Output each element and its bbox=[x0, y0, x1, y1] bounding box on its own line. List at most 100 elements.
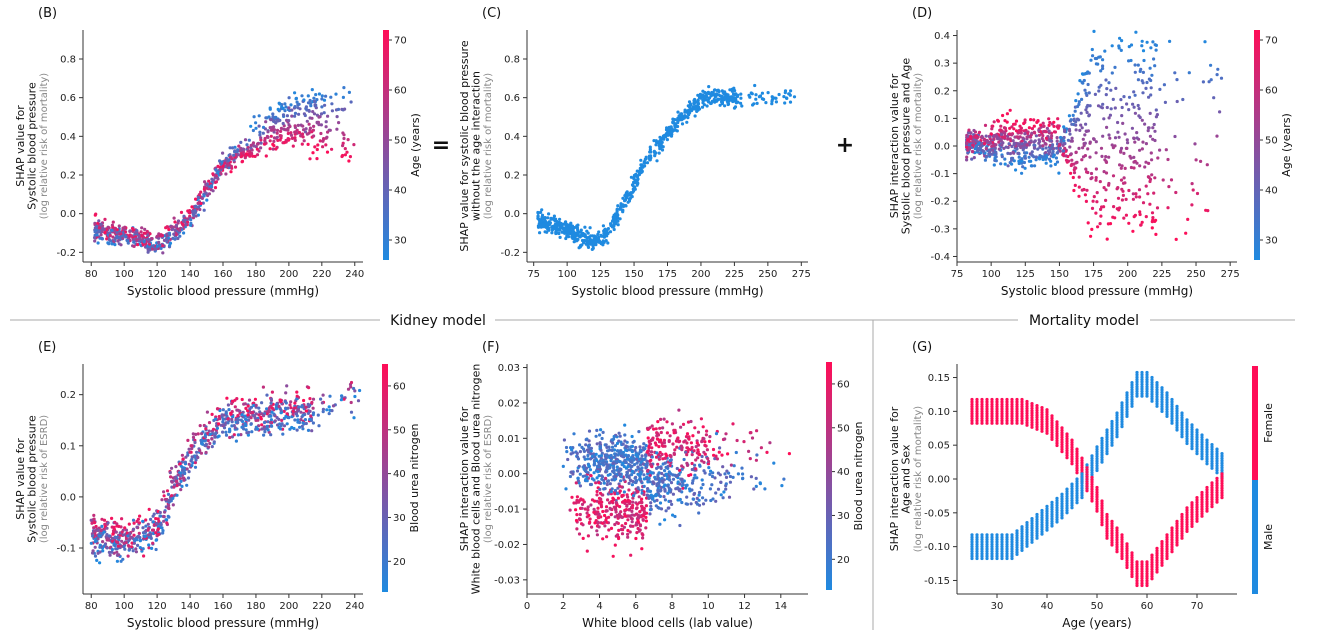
data-point bbox=[714, 432, 719, 436]
data-point bbox=[999, 124, 1003, 128]
data-point bbox=[1132, 136, 1136, 141]
data-point bbox=[147, 507, 151, 511]
data-point bbox=[709, 469, 713, 473]
data-point bbox=[306, 94, 310, 98]
data-point bbox=[633, 476, 637, 480]
data-point bbox=[1050, 144, 1054, 148]
data-point bbox=[312, 112, 317, 116]
data-point bbox=[306, 428, 311, 432]
data-point bbox=[1116, 130, 1120, 134]
data-point bbox=[693, 114, 697, 118]
data-point bbox=[1038, 157, 1042, 161]
data-point bbox=[202, 194, 206, 198]
data-point bbox=[618, 217, 622, 221]
data-point bbox=[105, 546, 109, 550]
colorbar-tick-label: 20 bbox=[837, 555, 850, 566]
data-point bbox=[89, 518, 93, 522]
data-point bbox=[1002, 126, 1007, 130]
data-point bbox=[680, 467, 684, 471]
data-point bbox=[605, 462, 609, 466]
data-point bbox=[1034, 155, 1038, 159]
data-point bbox=[598, 444, 602, 448]
data-point bbox=[100, 517, 104, 521]
y-axis-label: SHAP value for systolic blood pressure bbox=[458, 40, 471, 251]
data-point bbox=[138, 539, 142, 543]
data-point bbox=[758, 482, 763, 486]
data-point bbox=[718, 103, 722, 107]
data-point bbox=[230, 417, 234, 421]
data-point bbox=[693, 426, 697, 430]
data-point bbox=[614, 501, 618, 505]
data-point bbox=[154, 517, 158, 521]
data-point bbox=[135, 519, 139, 524]
data-point bbox=[655, 451, 659, 455]
y-tick-label: 0.0 bbox=[504, 209, 520, 220]
data-point bbox=[289, 131, 293, 135]
data-point bbox=[707, 439, 712, 443]
data-point bbox=[1082, 72, 1086, 76]
data-point bbox=[93, 554, 98, 558]
data-point bbox=[1124, 197, 1128, 201]
data-point bbox=[626, 498, 630, 502]
y-tick-label: 0.4 bbox=[504, 132, 520, 143]
data-point bbox=[346, 387, 351, 391]
data-point bbox=[108, 233, 112, 238]
data-point bbox=[565, 234, 569, 238]
data-point bbox=[162, 519, 166, 523]
data-point bbox=[662, 441, 667, 445]
data-point bbox=[1114, 86, 1118, 90]
data-point bbox=[640, 170, 644, 174]
data-point bbox=[110, 516, 114, 521]
data-point bbox=[667, 506, 671, 510]
data-point bbox=[1135, 161, 1139, 165]
data-point bbox=[653, 477, 658, 481]
data-point bbox=[1088, 155, 1092, 159]
data-point bbox=[729, 98, 733, 102]
data-point bbox=[132, 541, 136, 545]
data-point bbox=[249, 416, 253, 420]
data-point bbox=[161, 531, 165, 535]
data-point bbox=[730, 95, 734, 99]
data-point bbox=[697, 498, 701, 502]
data-point bbox=[676, 473, 680, 477]
data-point bbox=[1125, 138, 1129, 142]
data-point bbox=[123, 547, 127, 551]
y-tick-label: 0.6 bbox=[504, 93, 520, 104]
data-point bbox=[701, 496, 705, 500]
data-point bbox=[967, 128, 971, 132]
colorbar-tick-label: 30 bbox=[1265, 236, 1278, 247]
data-point bbox=[670, 502, 674, 506]
data-point bbox=[217, 414, 221, 419]
data-point bbox=[647, 476, 651, 480]
data-point bbox=[309, 104, 313, 108]
data-point bbox=[92, 529, 97, 533]
data-point bbox=[993, 156, 997, 160]
data-point bbox=[1108, 136, 1112, 140]
data-point bbox=[647, 489, 651, 493]
data-point bbox=[1135, 136, 1139, 140]
data-point bbox=[1166, 206, 1170, 210]
data-point bbox=[988, 153, 992, 157]
data-point bbox=[659, 430, 663, 435]
data-point bbox=[341, 95, 345, 99]
data-point bbox=[1008, 126, 1012, 130]
data-point bbox=[994, 133, 998, 137]
data-point bbox=[319, 112, 324, 116]
data-point bbox=[642, 506, 646, 511]
data-point bbox=[607, 445, 611, 449]
data-point bbox=[634, 536, 638, 541]
data-point bbox=[1090, 47, 1094, 52]
data-point bbox=[644, 515, 648, 520]
data-point bbox=[700, 478, 704, 482]
data-point bbox=[1090, 227, 1094, 231]
data-point bbox=[300, 94, 304, 98]
y-tick-label: 0.0 bbox=[934, 142, 950, 153]
data-point bbox=[115, 228, 119, 232]
data-point bbox=[1148, 202, 1152, 206]
data-point bbox=[736, 472, 741, 476]
data-point bbox=[685, 495, 689, 499]
data-point bbox=[613, 444, 618, 448]
data-point bbox=[717, 450, 721, 454]
data-point bbox=[981, 136, 985, 140]
data-point bbox=[611, 441, 615, 445]
